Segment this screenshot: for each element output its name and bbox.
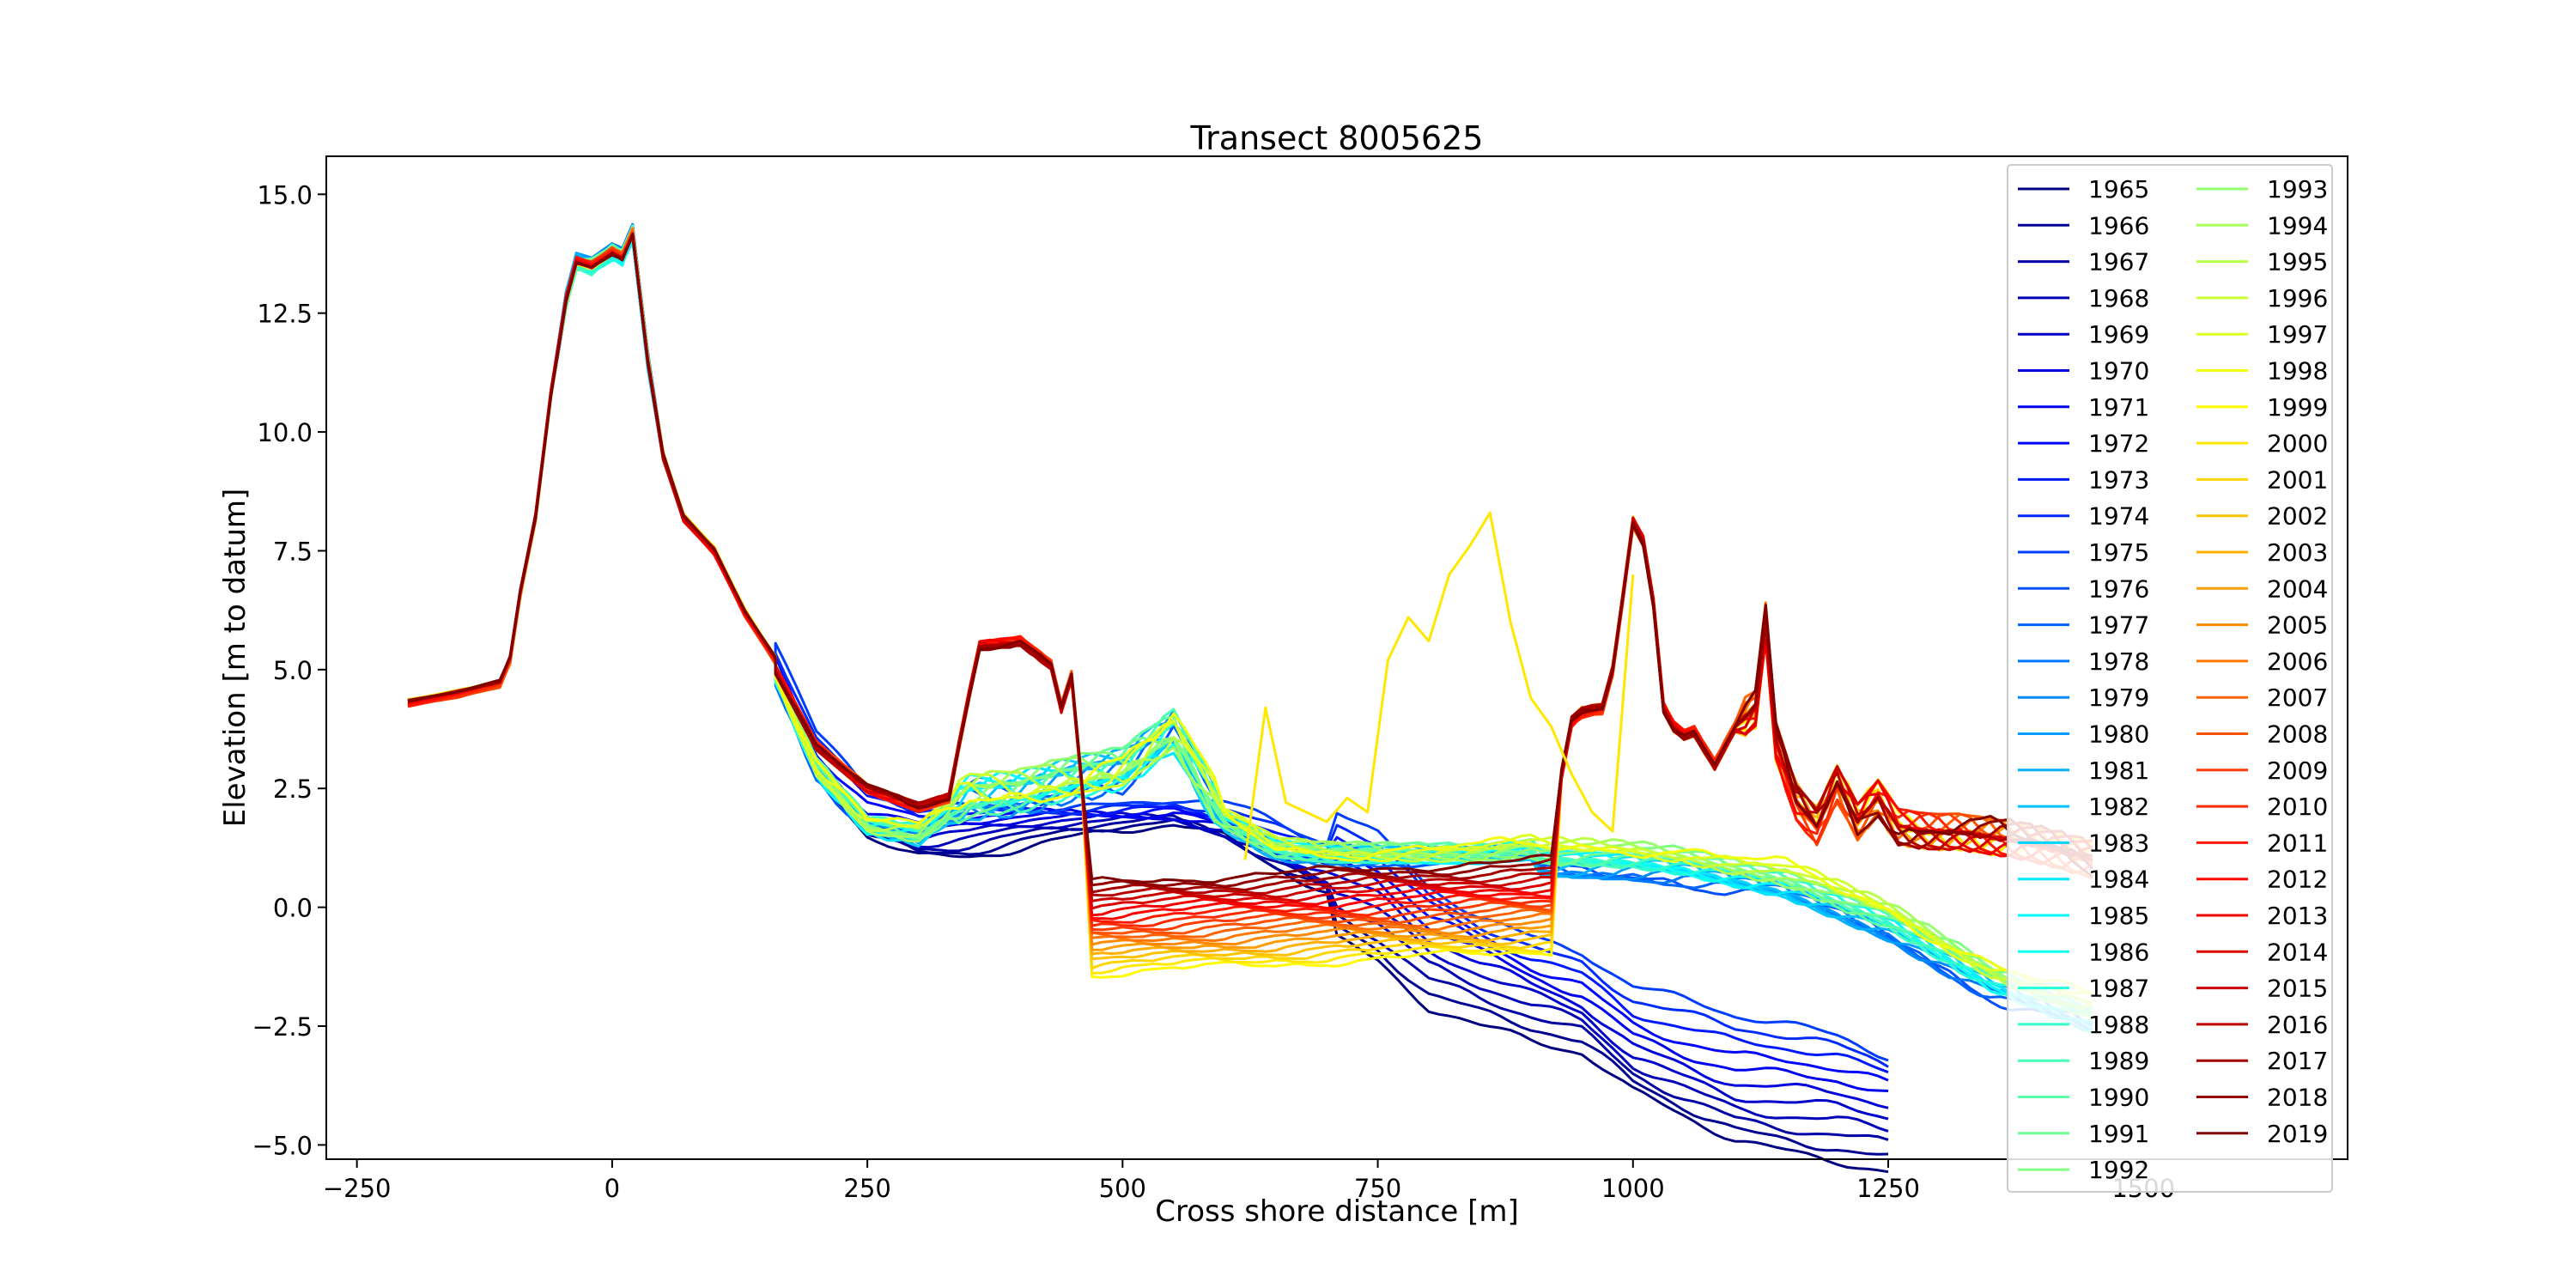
- legend-label-1967: 1967: [2088, 248, 2149, 276]
- legend-label-1973: 1973: [2088, 465, 2149, 494]
- series-line-1991: [407, 226, 2093, 1016]
- series-line-2009: [407, 232, 2093, 932]
- legend-label-1996: 1996: [2267, 284, 2328, 313]
- y-tick-label: −2.5: [252, 1012, 313, 1042]
- y-tick-label: 15.0: [257, 180, 313, 210]
- y-tick-label: 5.0: [273, 656, 313, 685]
- legend-box: [2007, 164, 2333, 1193]
- legend-label-2015: 2015: [2267, 975, 2328, 1003]
- legend-label-1972: 1972: [2088, 429, 2149, 458]
- legend-label-2016: 2016: [2267, 1011, 2328, 1039]
- legend-label-1977: 1977: [2088, 611, 2149, 640]
- legend-label-1999: 1999: [2267, 393, 2328, 422]
- legend-label-2012: 2012: [2267, 866, 2328, 894]
- series-line-1975: [407, 225, 1889, 1062]
- legend-label-2000: 2000: [2267, 429, 2328, 458]
- legend-label-1965: 1965: [2088, 175, 2149, 204]
- legend-label-1988: 1988: [2088, 1011, 2149, 1039]
- legend-label-1976: 1976: [2088, 574, 2149, 603]
- legend-label-2008: 2008: [2267, 720, 2328, 749]
- legend-label-2010: 2010: [2267, 793, 2328, 821]
- legend-label-1989: 1989: [2088, 1047, 2149, 1075]
- legend-label-1979: 1979: [2088, 683, 2149, 712]
- series-line-2016: [407, 234, 2093, 897]
- x-tick-label: 1250: [1856, 1174, 1920, 1203]
- legend-label-1966: 1966: [2088, 211, 2149, 240]
- legend-label-2002: 2002: [2267, 502, 2328, 531]
- x-axis-label: Cross shore distance [m]: [1155, 1194, 1519, 1229]
- y-axis: −5.0 −2.5 0.0 2.5 5.0 7.5 10.0 12.5 15.0: [252, 180, 326, 1160]
- legend-label-1985: 1985: [2088, 902, 2149, 930]
- plot-frame: [325, 155, 2348, 1160]
- y-tick-label: 12.5: [257, 300, 313, 329]
- x-tick-label: 250: [843, 1174, 890, 1203]
- legend-label-1981: 1981: [2088, 756, 2149, 785]
- legend-label-1986: 1986: [2088, 938, 2149, 966]
- legend-label-1983: 1983: [2088, 829, 2149, 857]
- legend-label-1990: 1990: [2088, 1084, 2149, 1112]
- legend-label-2006: 2006: [2267, 647, 2328, 676]
- legend: 1965 1966 1967 1968 1969 1970 1971 1972 1973 1974…: [2007, 164, 2333, 1193]
- legend-label-2013: 2013: [2267, 902, 2328, 930]
- series-line-1997: [407, 229, 2093, 995]
- legend-label-2001: 2001: [2267, 465, 2328, 494]
- x-tick-label: 500: [1099, 1174, 1146, 1203]
- legend-label-1974: 1974: [2088, 502, 2149, 531]
- legend-label-2005: 2005: [2267, 611, 2328, 640]
- legend-label-1969: 1969: [2088, 320, 2149, 349]
- y-tick-label: −5.0: [252, 1131, 313, 1160]
- legend-label-1970: 1970: [2088, 357, 2149, 386]
- y-tick-label: 10.0: [257, 418, 313, 447]
- legend-label-1968: 1968: [2088, 284, 2149, 313]
- legend-label-2007: 2007: [2267, 683, 2328, 712]
- legend-label-2017: 2017: [2267, 1047, 2328, 1075]
- legend-label-1982: 1982: [2088, 793, 2149, 821]
- legend-label-2014: 2014: [2267, 938, 2328, 966]
- series-line-2019: [407, 232, 2093, 884]
- legend-label-1995: 1995: [2267, 248, 2328, 276]
- legend-label-1993: 1993: [2267, 175, 2328, 204]
- x-tick-label: −250: [323, 1174, 392, 1203]
- x-tick-label: 1000: [1601, 1174, 1665, 1203]
- legend-label-2018: 2018: [2267, 1084, 2328, 1112]
- legend-label-1997: 1997: [2267, 320, 2328, 349]
- x-tick-label: 0: [605, 1174, 620, 1203]
- plot-area: [407, 222, 2093, 1174]
- legend-label-1971: 1971: [2088, 393, 2149, 422]
- y-tick-label: 0.0: [273, 894, 313, 923]
- legend-label-1980: 1980: [2088, 720, 2149, 749]
- legend-label-1994: 1994: [2267, 211, 2328, 240]
- legend-label-1991: 1991: [2088, 1120, 2149, 1148]
- y-tick-label: 2.5: [273, 775, 313, 804]
- legend-label-1987: 1987: [2088, 975, 2149, 1003]
- legend-label-2019: 2019: [2267, 1120, 2328, 1148]
- legend-label-1984: 1984: [2088, 866, 2149, 894]
- legend-label-1992: 1992: [2088, 1156, 2149, 1184]
- y-tick-label: 7.5: [273, 537, 313, 566]
- series-line-1996: [407, 230, 2093, 1005]
- legend-label-2003: 2003: [2267, 538, 2328, 567]
- y-axis-label: Elevation [m to datum]: [218, 489, 252, 828]
- legend-label-1998: 1998: [2267, 357, 2328, 386]
- legend-label-1978: 1978: [2088, 647, 2149, 676]
- legend-label-2011: 2011: [2267, 829, 2328, 857]
- x-tick-label: 750: [1354, 1174, 1401, 1203]
- chart-title: Transect 8005625: [1190, 119, 1484, 157]
- legend-label-2009: 2009: [2267, 756, 2328, 785]
- series-line-2000-spike: [1243, 511, 1635, 860]
- legend-label-2004: 2004: [2267, 574, 2328, 603]
- legend-label-1975: 1975: [2088, 538, 2149, 567]
- series-line-1998: [407, 228, 2093, 996]
